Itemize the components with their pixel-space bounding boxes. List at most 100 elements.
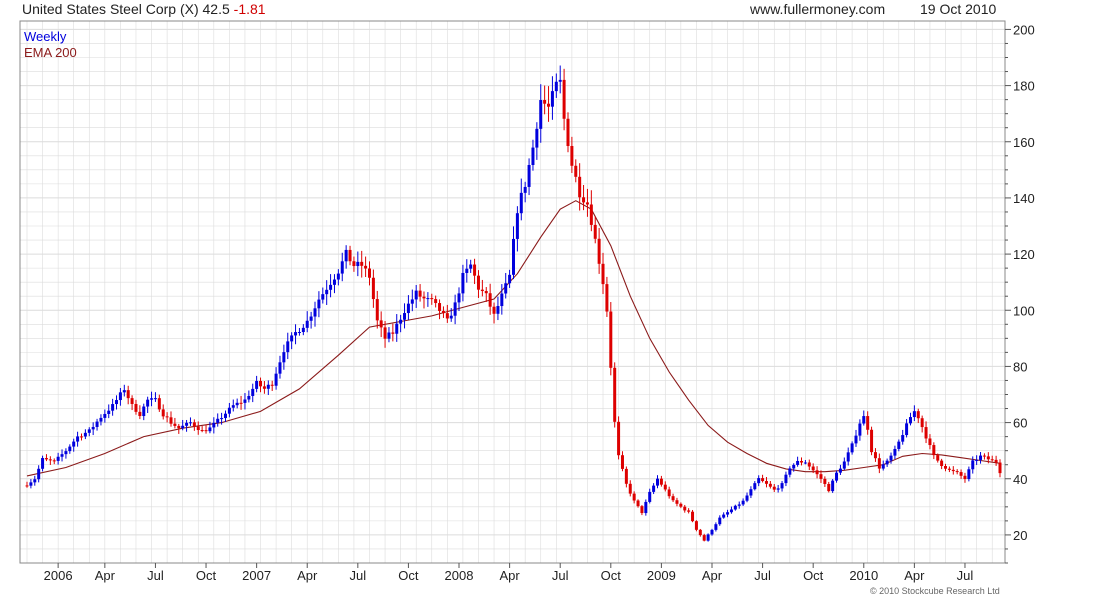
candle-body bbox=[640, 506, 644, 514]
candle-body bbox=[971, 460, 975, 470]
candle-body bbox=[196, 426, 200, 431]
x-tick-label: 2006 bbox=[44, 568, 73, 583]
candle-body bbox=[72, 441, 76, 447]
candle-body bbox=[56, 456, 60, 461]
candle-body bbox=[325, 289, 329, 295]
y-tick-label: 120 bbox=[1013, 247, 1035, 262]
candle-body bbox=[251, 388, 255, 396]
candle-body bbox=[620, 455, 624, 469]
candle-body bbox=[270, 384, 274, 386]
candle-body bbox=[768, 483, 772, 487]
candle-body bbox=[889, 455, 893, 461]
candle-body bbox=[496, 306, 500, 314]
candle-body bbox=[418, 290, 422, 297]
candle-body bbox=[383, 327, 387, 339]
x-tick-label: Jul bbox=[957, 568, 974, 583]
candle-body bbox=[410, 299, 414, 304]
candle-body bbox=[835, 472, 839, 481]
candle-body bbox=[44, 458, 48, 460]
candle-body bbox=[340, 261, 344, 274]
candle-body bbox=[37, 468, 41, 480]
x-tick-label: 2008 bbox=[445, 568, 474, 583]
candle-body bbox=[947, 468, 951, 470]
candle-body bbox=[348, 249, 352, 262]
candle-body bbox=[885, 460, 889, 465]
candle-body bbox=[41, 458, 45, 469]
candle-body bbox=[788, 468, 792, 475]
candle-body bbox=[204, 430, 208, 432]
candle-body bbox=[601, 263, 605, 285]
candle-body bbox=[200, 430, 204, 432]
candle-body bbox=[749, 489, 753, 496]
candle-body bbox=[726, 512, 730, 515]
y-tick-label: 60 bbox=[1013, 416, 1027, 431]
candle-body bbox=[761, 478, 765, 482]
candle-body bbox=[208, 427, 212, 432]
candle-body bbox=[504, 283, 508, 294]
candle-body bbox=[667, 489, 671, 497]
candle-body bbox=[745, 495, 749, 501]
candle-body bbox=[955, 471, 959, 473]
candle-body bbox=[729, 509, 733, 513]
candle-body bbox=[332, 279, 336, 285]
plot-frame bbox=[19, 20, 1006, 564]
candle-body bbox=[476, 275, 480, 290]
candle-body bbox=[967, 469, 971, 480]
candle-body bbox=[364, 265, 368, 269]
candle-body bbox=[916, 411, 920, 419]
x-tick-label: 2010 bbox=[849, 568, 878, 583]
candle-body bbox=[286, 341, 290, 353]
candle-body bbox=[161, 409, 165, 417]
candle-body bbox=[687, 510, 691, 512]
candle-body bbox=[434, 299, 438, 304]
candle-body bbox=[698, 529, 702, 536]
candle-body bbox=[235, 402, 239, 406]
y-tick-label: 200 bbox=[1013, 22, 1035, 37]
candle-body bbox=[52, 460, 56, 462]
candle-body bbox=[150, 398, 154, 400]
candle-body bbox=[998, 462, 1002, 474]
candle-body bbox=[313, 308, 317, 317]
candle-body bbox=[877, 458, 881, 469]
candle-body bbox=[255, 380, 259, 389]
candle-body bbox=[842, 461, 846, 469]
candle-body bbox=[694, 521, 698, 530]
candle-body bbox=[796, 460, 800, 465]
candle-body bbox=[500, 293, 504, 307]
x-tick-label: 2007 bbox=[242, 568, 271, 583]
candle-body bbox=[107, 410, 111, 414]
legend-item: Weekly bbox=[24, 29, 67, 44]
candle-body bbox=[142, 406, 146, 417]
candle-body bbox=[274, 373, 278, 386]
candle-body bbox=[714, 524, 718, 530]
candle-body bbox=[979, 455, 983, 460]
candle-body bbox=[780, 483, 784, 489]
candle-body bbox=[360, 261, 364, 266]
x-axis: 2006 Apr Jul Oct 2007 Apr Jul Oct 2008 Apr Jul Oct 2… bbox=[44, 563, 974, 583]
candle-body bbox=[68, 446, 72, 452]
candle-body bbox=[675, 500, 679, 504]
candle-body bbox=[317, 299, 321, 309]
candle-body bbox=[823, 478, 827, 484]
candle-body bbox=[671, 496, 675, 501]
candle-body bbox=[807, 462, 811, 467]
candle-body bbox=[76, 436, 80, 442]
candle-body bbox=[375, 299, 379, 321]
y-tick-label: 100 bbox=[1013, 303, 1035, 318]
x-tick-label: Oct bbox=[803, 568, 824, 583]
candle-body bbox=[309, 316, 313, 321]
candle-body bbox=[585, 202, 589, 205]
x-tick-label: 2009 bbox=[647, 568, 676, 583]
candle-body bbox=[157, 398, 161, 410]
candle-body bbox=[815, 470, 819, 475]
candle-body bbox=[792, 464, 796, 469]
x-tick-label: Oct bbox=[398, 568, 419, 583]
candle-body bbox=[982, 455, 986, 457]
candle-body bbox=[905, 423, 909, 436]
candle-body bbox=[406, 303, 410, 314]
ema-layer bbox=[26, 200, 1001, 477]
candle-body bbox=[441, 310, 445, 314]
candle-body bbox=[231, 405, 235, 408]
x-tick-label: Apr bbox=[904, 568, 925, 583]
candle-body bbox=[177, 425, 181, 429]
